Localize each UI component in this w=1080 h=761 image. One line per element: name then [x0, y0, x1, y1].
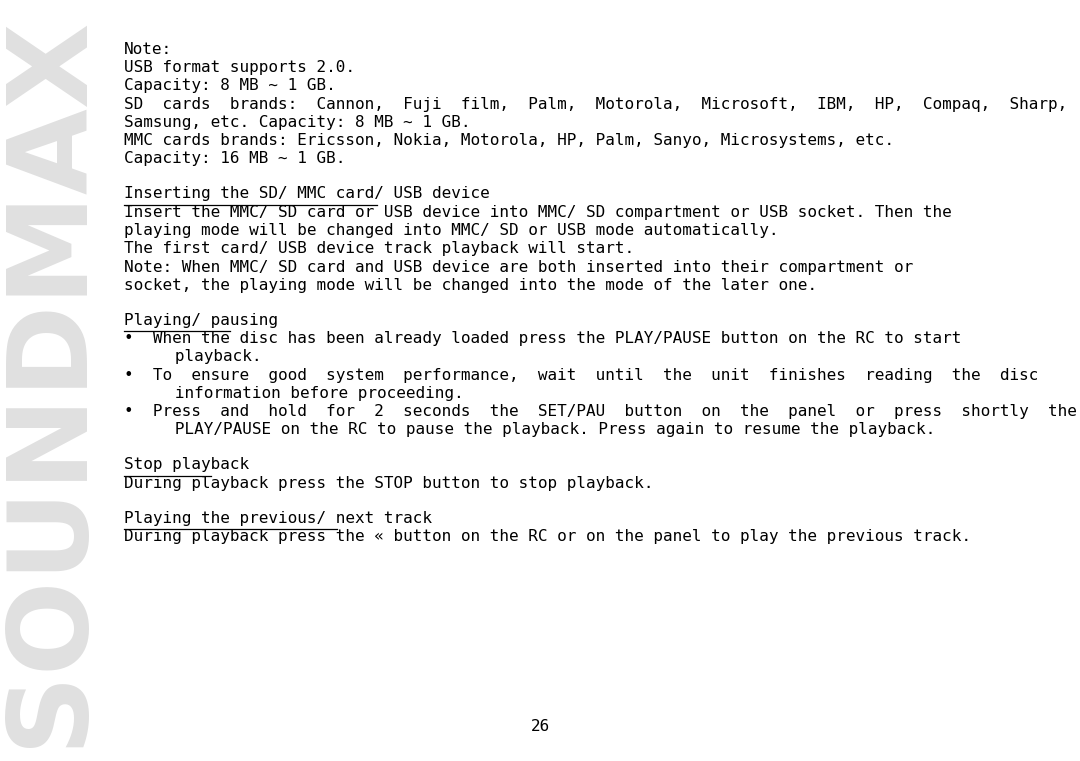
Text: information before proceeding.: information before proceeding.: [146, 386, 463, 401]
Text: •  To  ensure  good  system  performance,  wait  until  the  unit  finishes  rea: • To ensure good system performance, wai…: [124, 368, 1039, 383]
Text: 26: 26: [530, 719, 550, 734]
Text: Note: When MMC/ SD card and USB device are both inserted into their compartment : Note: When MMC/ SD card and USB device a…: [124, 260, 914, 275]
Text: The first card/ USB device track playback will start.: The first card/ USB device track playbac…: [124, 241, 634, 256]
Text: USB format supports 2.0.: USB format supports 2.0.: [124, 60, 355, 75]
Text: During playback press the « button on the RC or on the panel to play the previou: During playback press the « button on th…: [124, 529, 971, 544]
Text: playing mode will be changed into MMC/ SD or USB mode automatically.: playing mode will be changed into MMC/ S…: [124, 223, 779, 238]
Text: Inserting the SD/ MMC card/ USB device: Inserting the SD/ MMC card/ USB device: [124, 186, 490, 202]
Text: Playing the previous/ next track: Playing the previous/ next track: [124, 511, 432, 526]
Text: •  Press  and  hold  for  2  seconds  the  SET/PAU  button  on  the  panel  or  : • Press and hold for 2 seconds the SET/P…: [124, 404, 1077, 419]
Text: socket, the playing mode will be changed into the mode of the later one.: socket, the playing mode will be changed…: [124, 278, 818, 293]
Text: SD  cards  brands:  Cannon,  Fuji  film,  Palm,  Motorola,  Microsoft,  IBM,  HP: SD cards brands: Cannon, Fuji film, Palm…: [124, 97, 1067, 112]
Text: Capacity: 16 MB ~ 1 GB.: Capacity: 16 MB ~ 1 GB.: [124, 151, 346, 167]
Text: During playback press the STOP button to stop playback.: During playback press the STOP button to…: [124, 476, 653, 491]
Text: Stop playback: Stop playback: [124, 457, 249, 473]
Text: PLAY/PAUSE on the RC to pause the playback. Press again to resume the playback.: PLAY/PAUSE on the RC to pause the playba…: [146, 422, 935, 438]
Text: •  When the disc has been already loaded press the PLAY/PAUSE button on the RC t: • When the disc has been already loaded …: [124, 331, 961, 346]
Text: SOUNDMAX: SOUNDMAX: [0, 14, 104, 747]
Text: Playing/ pausing: Playing/ pausing: [124, 313, 279, 328]
Text: MMC cards brands: Ericsson, Nokia, Motorola, HP, Palm, Sanyo, Microsystems, etc.: MMC cards brands: Ericsson, Nokia, Motor…: [124, 133, 894, 148]
Text: Samsung, etc. Capacity: 8 MB ~ 1 GB.: Samsung, etc. Capacity: 8 MB ~ 1 GB.: [124, 115, 471, 130]
Text: playback.: playback.: [146, 349, 261, 365]
Text: Capacity: 8 MB ~ 1 GB.: Capacity: 8 MB ~ 1 GB.: [124, 78, 336, 94]
Text: Note:: Note:: [124, 42, 173, 57]
Text: Insert the MMC/ SD card or USB device into MMC/ SD compartment or USB socket. Th: Insert the MMC/ SD card or USB device in…: [124, 205, 951, 220]
